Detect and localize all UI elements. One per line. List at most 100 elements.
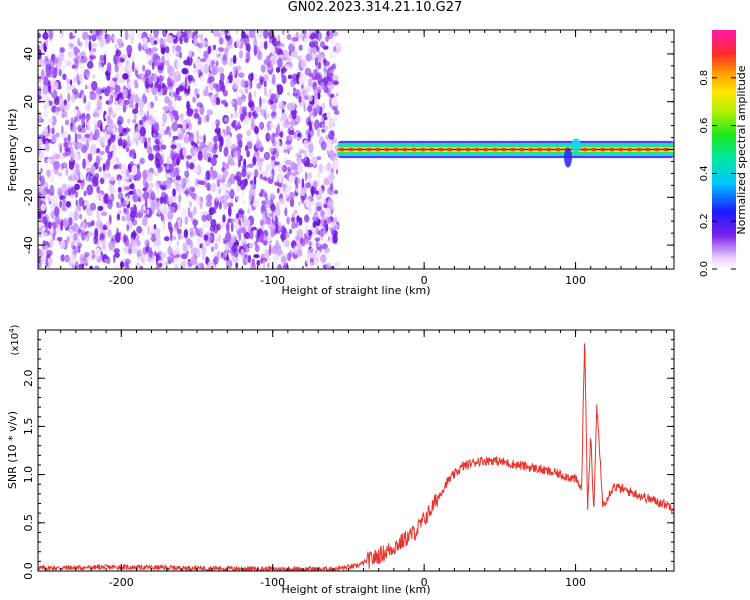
noise-speckle	[303, 233, 307, 241]
noise-speckle	[332, 74, 339, 81]
noise-speckle	[130, 56, 136, 61]
noise-speckle	[86, 121, 91, 127]
noise-speckle	[145, 47, 149, 55]
noise-speckle	[240, 189, 245, 199]
noise-speckle	[167, 210, 174, 221]
noise-speckle	[323, 58, 327, 64]
noise-speckle	[145, 73, 149, 78]
snr-plot-area	[38, 330, 674, 571]
noise-speckle	[120, 163, 127, 172]
noise-speckle	[230, 218, 236, 223]
noise-speckle	[70, 254, 76, 266]
noise-speckle	[323, 66, 328, 73]
noise-speckle	[307, 140, 314, 152]
band-peak-dot	[473, 147, 480, 152]
noise-speckle	[44, 101, 50, 110]
noise-speckle	[40, 186, 44, 195]
noise-speckle	[87, 125, 91, 131]
noise-speckle	[267, 249, 272, 256]
noise-speckle	[228, 206, 232, 217]
noise-speckle	[203, 145, 208, 155]
noise-speckle	[328, 130, 335, 140]
noise-speckle	[236, 39, 241, 48]
noise-speckle	[224, 117, 229, 123]
noise-speckle	[99, 177, 105, 185]
noise-speckle	[50, 202, 54, 212]
noise-speckle	[182, 259, 186, 269]
noise-speckle	[288, 174, 295, 183]
noise-speckle	[258, 192, 264, 198]
noise-speckle	[70, 186, 76, 196]
noise-speckle	[122, 73, 129, 80]
noise-speckle	[123, 103, 127, 110]
noise-speckle	[240, 254, 245, 260]
noise-speckle	[211, 170, 218, 179]
y-tick-label: -20	[22, 188, 35, 206]
noise-speckle	[95, 219, 103, 230]
noise-speckle	[226, 253, 229, 262]
noise-speckle	[161, 82, 166, 88]
noise-speckle	[236, 136, 242, 147]
noise-speckle	[292, 113, 297, 120]
noise-speckle	[281, 30, 285, 35]
noise-speckle	[243, 35, 250, 46]
noise-speckle	[92, 82, 95, 89]
noise-speckle	[67, 85, 71, 94]
noise-speckle	[115, 49, 122, 57]
noise-speckle	[266, 93, 271, 99]
noise-speckle	[89, 143, 97, 155]
noise-speckle	[42, 232, 48, 237]
noise-speckle	[172, 135, 179, 140]
noise-speckle	[123, 175, 130, 185]
x-tick-label: -100	[260, 274, 285, 287]
noise-speckle	[289, 135, 292, 140]
noise-speckle	[333, 159, 340, 169]
noise-speckle	[180, 253, 188, 260]
noise-speckle	[221, 82, 225, 94]
noise-speckle	[116, 93, 121, 99]
noise-speckle	[325, 125, 329, 131]
noise-speckle	[81, 222, 89, 231]
noise-speckle	[242, 106, 248, 114]
noise-speckle	[89, 202, 97, 211]
noise-speckle	[234, 110, 239, 118]
noise-speckle	[197, 262, 204, 269]
band-peak-dot	[599, 147, 606, 152]
colorbar-tick-label: 0.8	[699, 70, 710, 86]
noise-speckle	[48, 192, 55, 196]
noise-speckle	[298, 149, 305, 154]
noise-speckle	[83, 190, 87, 197]
noise-speckle	[285, 140, 292, 146]
noise-speckle	[95, 128, 100, 139]
noise-speckle	[42, 135, 46, 145]
noise-speckle	[321, 141, 327, 151]
noise-speckle	[329, 93, 335, 99]
noise-speckle	[166, 164, 170, 171]
noise-speckle	[301, 158, 306, 164]
noise-speckle	[296, 55, 302, 61]
noise-speckle	[331, 31, 339, 37]
noise-speckle	[61, 108, 65, 118]
noise-speckle	[278, 42, 285, 48]
noise-speckle	[219, 201, 222, 210]
noise-speckle	[38, 32, 41, 39]
noise-speckle	[183, 229, 189, 239]
noise-speckle	[277, 57, 283, 69]
noise-speckle	[303, 37, 311, 43]
noise-speckle	[51, 115, 57, 126]
noise-speckle	[301, 178, 305, 189]
noise-speckle	[242, 96, 246, 102]
noise-speckle	[301, 44, 305, 50]
noise-speckle	[114, 84, 121, 93]
noise-speckle	[78, 213, 83, 220]
noise-speckle	[177, 120, 181, 125]
noise-speckle	[263, 151, 271, 161]
noise-speckle	[282, 164, 288, 173]
noise-speckle	[290, 263, 297, 269]
noise-speckle	[276, 202, 280, 209]
noise-speckle	[86, 184, 94, 196]
x-tick-label: -200	[109, 576, 134, 589]
noise-speckle	[150, 190, 155, 198]
noise-speckle	[112, 77, 118, 82]
noise-speckle	[174, 81, 177, 89]
